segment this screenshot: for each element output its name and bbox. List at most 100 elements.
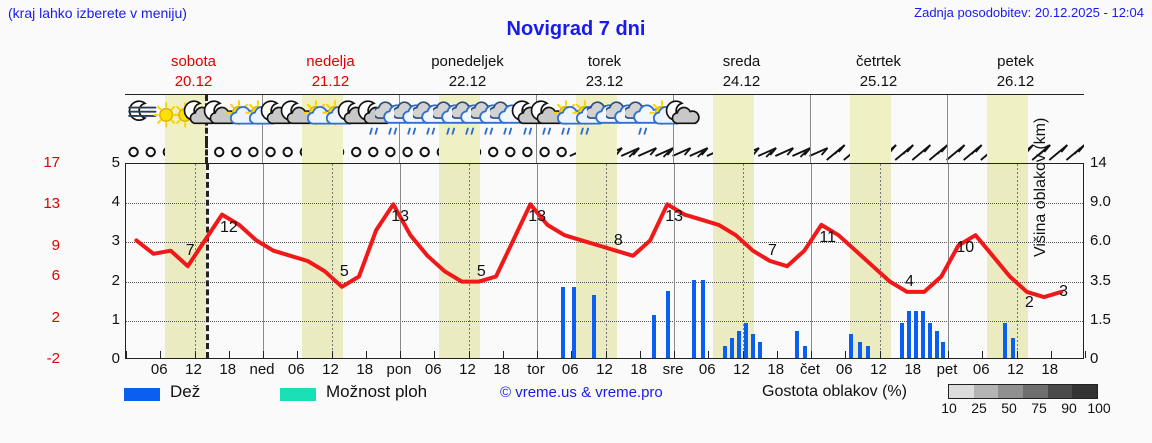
calm-wind-symbol [402,146,413,158]
x-axis-tick-label: 18 [1041,361,1059,378]
chart-legend: Dež Možnost ploh © vreme.us & vreme.pro … [0,380,1152,420]
daylight-band [712,142,754,163]
day-header-row: sobota 20.12 nedelja 21.12 ponedeljek 22.12 to… [125,52,1084,94]
day-header-2: ponedeljek 22.12 [399,52,536,94]
rain-bar [848,334,853,358]
x-axis-tick-label: 12 [322,361,339,378]
daylight-band [849,95,891,142]
rain-bar [730,338,735,358]
wind-barb [894,144,914,161]
x-tick [502,351,504,358]
day-name: nedelja [306,53,355,70]
cloud-density-swatch [1047,385,1073,398]
wind-barb [911,144,931,161]
cloud-height-tick-label: 1.5 [1090,310,1111,328]
day-date: 22.12 [448,73,487,90]
x-tick [1050,351,1052,358]
x-tick [1085,351,1086,358]
calm-wind-symbol [248,146,259,158]
calm-wind-symbol [539,146,550,158]
cloud-density-tick-label: 50 [1001,400,1017,416]
temperature-tick-label: 13 [43,195,60,213]
x-tick [1016,351,1018,358]
precipitation-tick-label: 1 [111,310,120,328]
x-axis-tick-label: 06 [287,361,305,378]
cloud-density-tick-label: 25 [971,400,987,416]
x-tick [434,351,436,358]
day-separator [947,95,948,142]
rain-bar [914,310,919,358]
day-header-5: četrtek 25.12 [810,52,947,94]
precipitation-tick-label: 0 [111,350,120,367]
x-tick [571,351,573,358]
cloud-height-tick-label: 14 [1090,154,1107,171]
wind-barb [655,147,675,158]
calm-wind-symbol [522,146,533,158]
daylight-band [438,142,480,163]
day-date: 21.12 [311,73,350,90]
x-axis-tick-label: 06 [150,361,168,378]
x-axis-tick-label: 18 [630,361,648,378]
day-date: 26.12 [996,73,1035,90]
showers-legend-swatch [280,388,316,401]
day-name: ponedeljek [431,53,504,70]
x-axis-tick-label: čet [799,361,820,378]
rain-bar [750,334,755,358]
rain-bar [737,330,742,358]
copyright-link[interactable]: © vreme.us & vreme.pro [500,384,663,401]
weather-icon-strip [125,94,1084,142]
x-axis-tick-label: 06 [561,361,579,378]
x-axis-tick-label: 12 [185,361,202,378]
day-name: sreda [722,53,761,70]
rain-bar [866,346,871,358]
cloud-density-swatch [1072,385,1098,398]
day-name: petek [997,53,1034,70]
wind-barb [809,147,829,157]
cloud-height-tick-label: 3.5 [1090,271,1111,289]
temperature-tick-label: 2 [51,308,60,326]
day-date: 23.12 [585,73,624,90]
x-tick [228,351,230,358]
x-tick [742,351,744,358]
day-separator [947,142,948,163]
wind-barb [826,144,846,161]
rain-bar [592,295,597,358]
rain-bar [691,279,696,358]
x-tick [331,351,333,358]
x-tick [365,351,367,358]
daylight-band [575,142,617,163]
rain-bar [723,346,728,358]
showers-legend-label: Možnost ploh [326,382,428,401]
rain-legend-swatch [124,388,160,401]
precipitation-tick-label: 2 [111,271,120,289]
rain-bar [572,287,577,358]
wind-barb-strip [125,142,1086,163]
calm-wind-symbol [128,146,139,158]
wind-barb [689,147,709,158]
day-separator [262,142,263,163]
x-axis-tick-label: ned [249,361,275,378]
day-date: 25.12 [859,73,898,90]
calm-wind-symbol [419,146,430,158]
calm-wind-symbol [145,146,156,158]
cloud-density-ramp-labels: 10 25 50 75 90 100 [934,400,1114,416]
wind-barb [1048,144,1068,161]
rain-bar [700,279,705,358]
wind-barb [928,144,949,161]
rain-bar [666,291,671,358]
x-tick [982,351,984,358]
x-tick [879,351,881,358]
wind-barb [774,147,794,157]
current-time-marker [204,142,208,163]
x-axis-tick-label: 12 [733,361,750,378]
day-name: torek [587,53,622,70]
rain-bar [794,330,799,358]
horizontal-gridline [126,320,1083,322]
cloud-density-swatch [973,385,999,398]
wind-barb [1031,144,1051,161]
x-axis-tick-label: 12 [459,361,476,378]
calm-wind-symbol [265,146,276,158]
rain-bar [652,314,657,358]
x-tick [468,351,470,358]
